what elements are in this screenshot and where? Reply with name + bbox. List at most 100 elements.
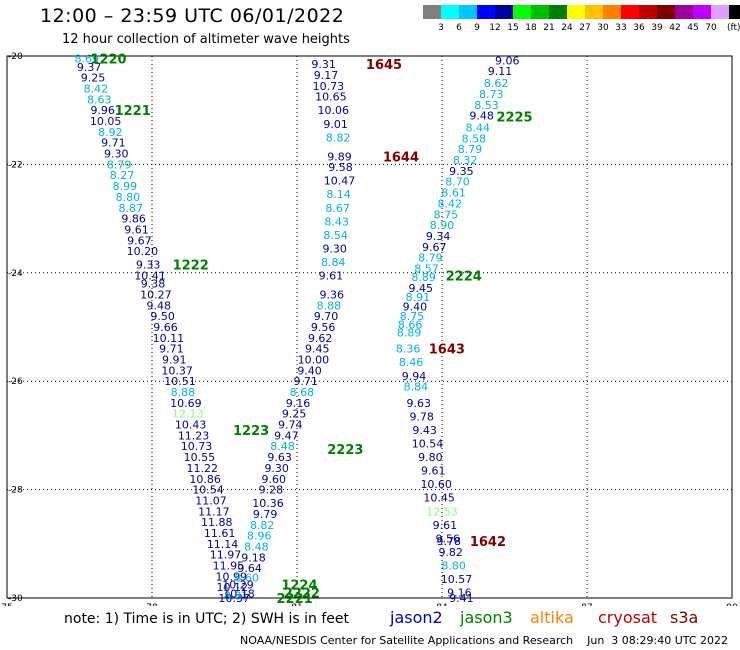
wave-height-label: 9.01 — [323, 118, 348, 131]
wave-height-label: 10.54 — [192, 484, 224, 497]
wave-height-label: 9.25 — [81, 72, 106, 85]
wave-height-label: 10.11 — [153, 332, 185, 345]
wave-height-label: 9.30 — [264, 462, 289, 475]
wave-height-label: 10.86 — [189, 473, 221, 486]
pass-time-label: 2223 — [327, 443, 363, 458]
wave-height-label: 9.40 — [403, 300, 428, 313]
wave-height-label: 8.46 — [399, 356, 424, 369]
wave-height-label: 10.12 — [216, 581, 248, 594]
satellite-altika: altika — [530, 608, 574, 627]
wave-height-label: 9.60 — [262, 473, 287, 486]
wave-height-label: 9.56 — [311, 321, 336, 334]
wave-height-label: 10.00 — [298, 354, 330, 367]
wave-height-label: 8.75 — [434, 208, 459, 221]
y-tick-label: -30 — [8, 594, 23, 604]
wave-height-label: 10.27 — [140, 288, 172, 301]
wave-height-label: 9.61 — [421, 465, 446, 478]
wave-height-label: 9.30 — [104, 148, 129, 161]
legend-swatch — [567, 5, 585, 19]
legend-swatch — [495, 5, 513, 19]
pass-time-label: 1223 — [233, 424, 269, 439]
wave-height-label: 8.42 — [84, 83, 109, 96]
satellite-jason3: jason3 — [460, 608, 513, 627]
wave-height-label: 9.11 — [488, 65, 513, 78]
wave-height-label: 8.80 — [116, 191, 141, 204]
wave-height-label: 8.36 — [396, 343, 421, 356]
wave-height-label: 11.88 — [201, 516, 233, 529]
wave-height-label: 8.81 — [224, 589, 249, 602]
wave-height-label: 8.70 — [445, 176, 470, 189]
map-subtitle: 12 hour collection of altimeter wave hei… — [62, 32, 350, 47]
wave-height-label: 10.37 — [161, 364, 193, 377]
legend-swatch — [657, 5, 675, 19]
wave-height-label: 8.57 — [414, 262, 439, 275]
wave-height-label: 9.70 — [314, 310, 339, 323]
legend-tick-label: 24 — [561, 23, 573, 33]
wave-height-label: 11.61 — [204, 527, 236, 540]
wave-height-label: 8.14 — [326, 188, 351, 201]
legend-swatch — [531, 5, 549, 19]
wave-height-label: 8.42 — [437, 197, 462, 210]
legend-tick-label: 27 — [579, 23, 591, 33]
wave-height-label: 9.38 — [141, 278, 166, 291]
legend-tick-label: 30 — [597, 23, 609, 33]
wave-height-label: 9.45 — [408, 282, 433, 295]
legend-swatch — [729, 5, 740, 19]
legend-tick-label: 45 — [687, 23, 699, 33]
wave-height-label: 10.73 — [181, 440, 213, 453]
wave-height-label: 8.82 — [326, 131, 351, 144]
wave-height-label: 8.60 — [234, 571, 259, 584]
wave-height-label: 9.56 — [436, 532, 461, 545]
legend-swatch — [423, 5, 441, 19]
legend-swatch — [621, 5, 639, 19]
legend-swatch — [693, 5, 711, 19]
wave-height-map: 757881848790-20-22-24-26-28-308.699.379.… — [1, 52, 738, 606]
wave-height-label: 9.86 — [121, 213, 146, 226]
legend-swatch — [711, 5, 729, 19]
legend-swatch — [459, 5, 477, 19]
wave-height-label: 8.69 — [75, 53, 100, 66]
legend-swatch — [585, 5, 603, 19]
pass-time-label: 1224 — [281, 578, 317, 593]
wave-height-label: 9.58 — [328, 161, 353, 174]
wave-height-label: 9.71 — [293, 375, 318, 388]
wave-height-label: 9.16 — [447, 587, 472, 600]
wave-height-label: 8.90 — [430, 219, 455, 232]
legend-tick-label: 6 — [456, 23, 462, 33]
wave-height-label: 8.32 — [453, 154, 478, 167]
wave-height-label: 8.84 — [321, 256, 346, 269]
wave-height-label: 9.63 — [407, 397, 432, 410]
wave-height-label: 8.54 — [323, 229, 348, 242]
wave-height-label: 8.68 — [290, 386, 315, 399]
wave-height-label: 8.73 — [479, 88, 504, 101]
pass-time-label: 1220 — [90, 53, 126, 68]
wave-height-label: 9.25 — [282, 408, 307, 421]
x-tick-label: 75 — [1, 603, 12, 606]
wave-height-label: 10.51 — [164, 375, 196, 388]
wave-height-label: 11.22 — [187, 462, 219, 475]
wave-height-label: 10.69 — [170, 397, 202, 410]
wave-height-label: 9.74 — [278, 419, 303, 432]
wave-height-label: 8.79 — [458, 143, 483, 156]
wave-height-label: 10.29 — [222, 578, 254, 591]
wave-height-label: 9.71 — [159, 343, 184, 356]
y-tick-label: -22 — [8, 160, 23, 170]
wave-height-label: 8.82 — [250, 519, 275, 532]
pass-time-label: 2221 — [276, 592, 312, 606]
wave-height-label: 9.34 — [426, 230, 451, 243]
wave-height-label: 9.06 — [495, 54, 520, 67]
legend-swatch — [549, 5, 567, 19]
wave-height-label: 9.66 — [153, 321, 178, 334]
x-tick-label: 87 — [581, 603, 592, 606]
credit-footer: NOAA/NESDIS Center for Satellite Applica… — [240, 634, 728, 647]
wave-height-label: 9.31 — [311, 58, 336, 71]
wave-height-label: 9.80 — [418, 451, 443, 464]
wave-height-label: 11.14 — [207, 538, 239, 551]
wave-height-label: 8.79 — [418, 252, 443, 265]
y-tick-label: -28 — [8, 486, 23, 496]
legend-tick-label: 18 — [525, 23, 537, 33]
wave-height-label: 9.61 — [124, 223, 149, 236]
legend-unit: (ft) — [727, 23, 740, 33]
wave-height-label: 9.94 — [402, 370, 427, 383]
legend-swatch — [675, 5, 693, 19]
